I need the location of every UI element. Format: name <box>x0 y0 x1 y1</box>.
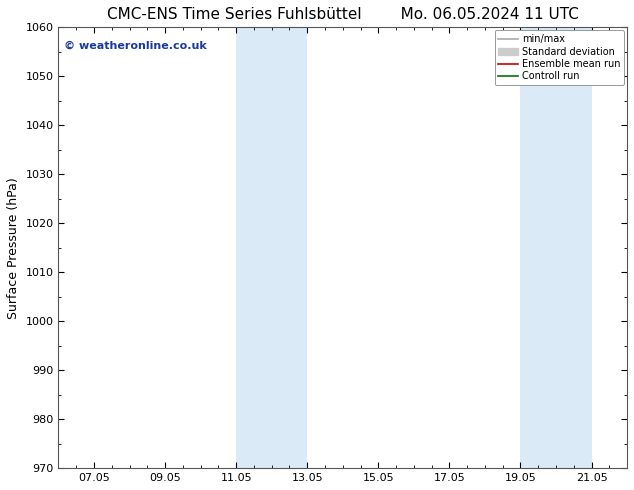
Bar <box>521 27 592 468</box>
Title: CMC-ENS Time Series Fuhlsbüttel        Mo. 06.05.2024 11 UTC: CMC-ENS Time Series Fuhlsbüttel Mo. 06.0… <box>107 7 579 22</box>
Text: © weatheronline.co.uk: © weatheronline.co.uk <box>64 41 207 50</box>
Legend: min/max, Standard deviation, Ensemble mean run, Controll run: min/max, Standard deviation, Ensemble me… <box>495 30 624 85</box>
Bar <box>236 27 307 468</box>
Y-axis label: Surface Pressure (hPa): Surface Pressure (hPa) <box>7 177 20 318</box>
